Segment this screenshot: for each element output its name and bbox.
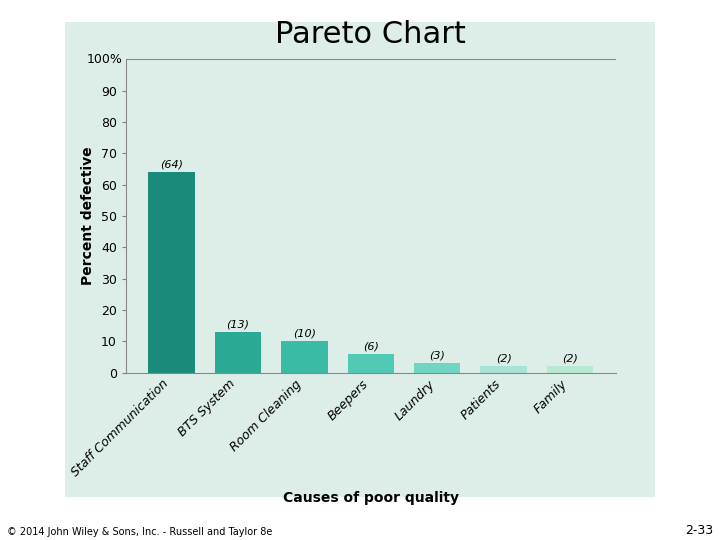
Text: (2): (2) (562, 354, 578, 364)
Title: Pareto Chart: Pareto Chart (275, 20, 467, 49)
Text: (10): (10) (293, 329, 316, 339)
Text: (13): (13) (226, 319, 249, 329)
Text: (2): (2) (496, 354, 512, 364)
Text: (6): (6) (363, 341, 379, 352)
X-axis label: Causes of poor quality: Causes of poor quality (283, 491, 459, 505)
Text: 100%: 100% (86, 53, 122, 66)
Bar (547, 366, 593, 373)
Text: (64): (64) (160, 160, 183, 170)
Bar (480, 366, 527, 373)
Bar (148, 172, 194, 373)
Bar (348, 354, 394, 373)
Y-axis label: Percent defective: Percent defective (81, 147, 96, 285)
Bar (215, 332, 261, 373)
Text: 2-33: 2-33 (685, 524, 713, 537)
Text: (3): (3) (429, 350, 445, 361)
Bar (414, 363, 461, 373)
Text: © 2014 John Wiley & Sons, Inc. - Russell and Taylor 8e: © 2014 John Wiley & Sons, Inc. - Russell… (7, 527, 273, 537)
Bar (281, 341, 328, 373)
